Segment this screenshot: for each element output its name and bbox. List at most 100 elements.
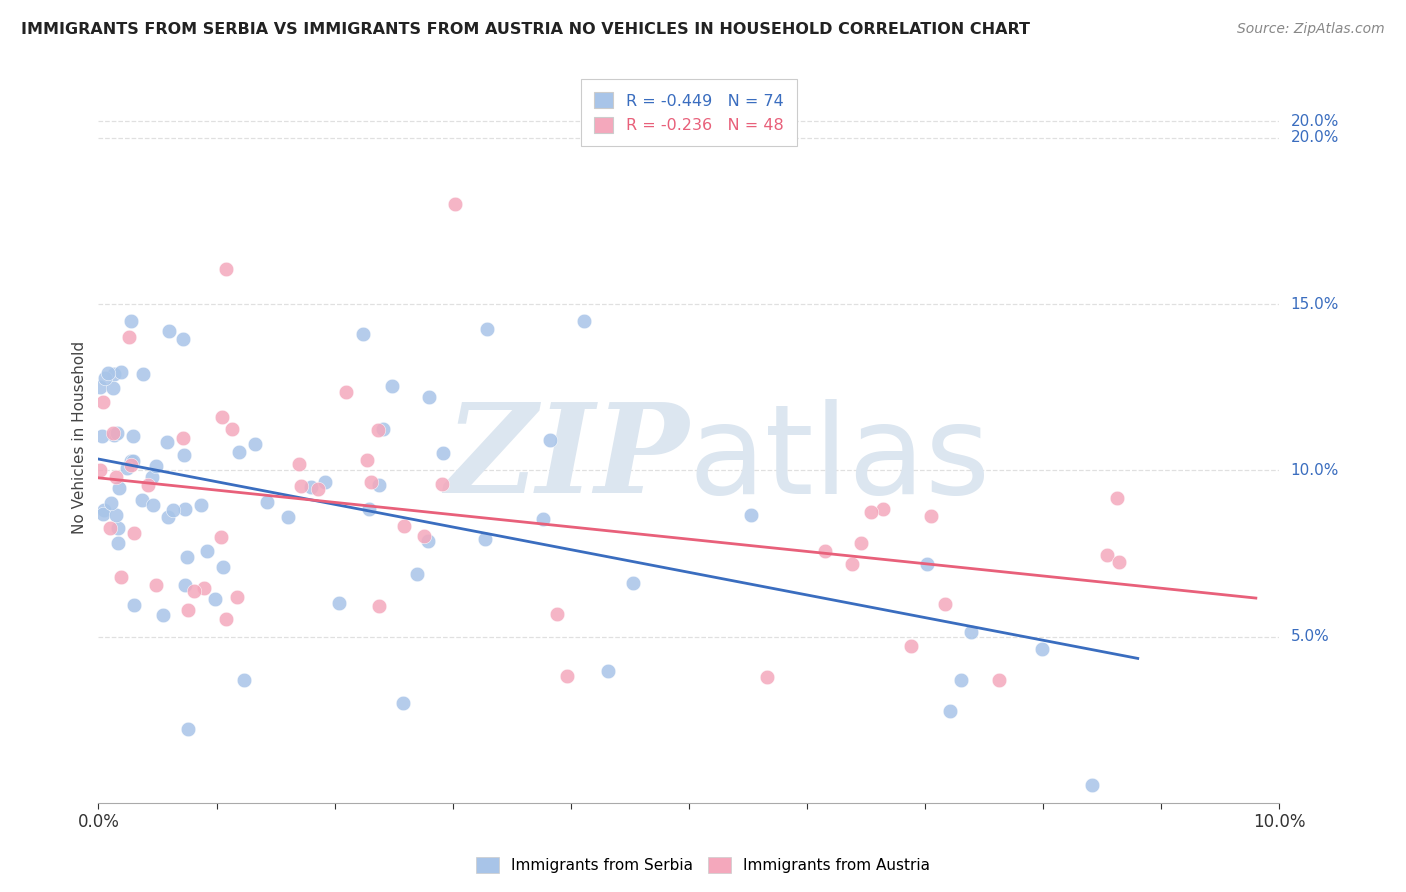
- Point: [141, 470, 163, 484]
- Point: [209, 530, 232, 544]
- Point: [121, 454, 143, 468]
- Point: [118, 330, 141, 344]
- Point: [156, 435, 179, 450]
- Point: [621, 575, 644, 590]
- Point: [107, 536, 129, 550]
- Point: [98, 521, 121, 535]
- Point: [288, 457, 311, 471]
- Point: [145, 458, 167, 473]
- Text: 5.0%: 5.0%: [1291, 629, 1329, 644]
- Point: [90, 429, 112, 443]
- Text: IMMIGRANTS FROM SERBIA VS IMMIGRANTS FROM AUSTRIA NO VEHICLES IN HOUSEHOLD CORRE: IMMIGRANTS FROM SERBIA VS IMMIGRANTS FRO…: [21, 22, 1031, 37]
- Point: [101, 381, 124, 395]
- Point: [103, 428, 125, 442]
- Point: [122, 598, 145, 612]
- Point: [152, 607, 174, 622]
- Point: [988, 673, 1011, 688]
- Point: [1031, 642, 1053, 657]
- Point: [814, 543, 837, 558]
- Point: [546, 607, 568, 622]
- Point: [121, 428, 143, 442]
- Point: [474, 532, 496, 546]
- Point: [232, 673, 254, 687]
- Point: [195, 544, 218, 558]
- Point: [934, 598, 956, 612]
- Point: [131, 493, 153, 508]
- Point: [391, 697, 413, 711]
- Point: [430, 476, 453, 491]
- Point: [860, 505, 883, 519]
- Point: [335, 385, 357, 400]
- Point: [110, 569, 132, 583]
- Point: [136, 478, 159, 492]
- Point: [307, 483, 329, 497]
- Point: [226, 590, 249, 604]
- Point: [841, 558, 863, 572]
- Point: [243, 437, 266, 451]
- Point: [174, 578, 197, 592]
- Legend: Immigrants from Serbia, Immigrants from Austria: Immigrants from Serbia, Immigrants from …: [475, 857, 931, 873]
- Point: [443, 197, 465, 211]
- Point: [97, 366, 120, 380]
- Point: [849, 535, 872, 549]
- Point: [173, 502, 195, 516]
- Point: [142, 498, 165, 512]
- Point: [91, 507, 114, 521]
- Point: [381, 378, 404, 392]
- Y-axis label: No Vehicles in Household: No Vehicles in Household: [72, 341, 87, 533]
- Point: [900, 640, 922, 654]
- Point: [1108, 555, 1130, 569]
- Point: [367, 424, 389, 438]
- Point: [183, 583, 205, 598]
- Point: [172, 332, 194, 346]
- Point: [392, 519, 415, 533]
- Point: [228, 444, 250, 458]
- Point: [1107, 491, 1129, 505]
- Point: [108, 481, 131, 495]
- Point: [211, 410, 233, 425]
- Point: [91, 395, 114, 409]
- Point: [1081, 778, 1104, 792]
- Point: [101, 426, 124, 441]
- Point: [360, 475, 382, 490]
- Point: [406, 567, 429, 582]
- Legend: R = -0.449   N = 74, R = -0.236   N = 48: R = -0.449 N = 74, R = -0.236 N = 48: [581, 79, 797, 146]
- Point: [145, 577, 167, 591]
- Point: [204, 592, 226, 607]
- Point: [356, 453, 378, 467]
- Point: [432, 446, 454, 460]
- Point: [120, 454, 142, 468]
- Point: [920, 509, 942, 524]
- Text: 10.0%: 10.0%: [1291, 463, 1339, 478]
- Point: [256, 495, 278, 509]
- Point: [949, 673, 972, 688]
- Point: [531, 512, 554, 526]
- Point: [353, 327, 375, 342]
- Point: [120, 458, 142, 473]
- Point: [110, 365, 132, 379]
- Point: [475, 322, 498, 336]
- Point: [359, 502, 381, 516]
- Point: [156, 509, 179, 524]
- Point: [939, 704, 962, 718]
- Point: [89, 379, 111, 393]
- Point: [299, 480, 322, 494]
- Point: [107, 521, 129, 535]
- Text: atlas: atlas: [689, 399, 991, 519]
- Point: [555, 668, 578, 682]
- Point: [368, 478, 391, 492]
- Point: [105, 425, 128, 440]
- Point: [328, 596, 350, 610]
- Point: [215, 612, 238, 626]
- Point: [104, 470, 127, 484]
- Point: [574, 314, 596, 328]
- Point: [122, 526, 145, 541]
- Point: [959, 624, 981, 639]
- Point: [598, 664, 620, 678]
- Point: [418, 534, 440, 549]
- Point: [277, 510, 299, 524]
- Point: [176, 550, 198, 565]
- Point: [740, 508, 762, 523]
- Point: [756, 670, 779, 684]
- Point: [100, 496, 122, 510]
